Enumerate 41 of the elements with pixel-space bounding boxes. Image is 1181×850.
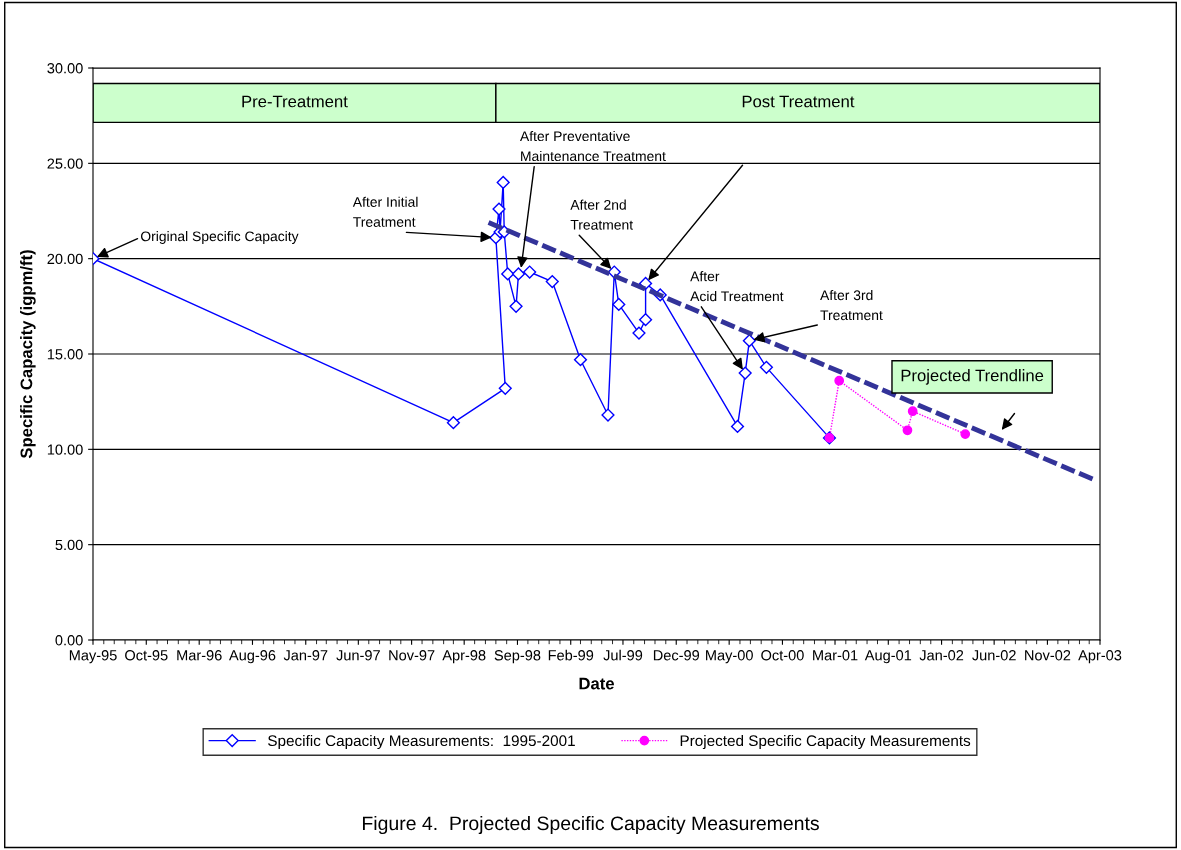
legend-label: Projected Specific Capacity Measurements [680,734,971,750]
x-tick-label: Jul-99 [603,649,643,661]
annotation: Original Specific Capacity [140,231,299,244]
y-tick-label: 15.00 [47,349,83,360]
band-label: Post Treatment [742,95,855,108]
x-tick-label: Oct-00 [761,650,804,661]
annotation: Projected Trendline [901,369,1044,385]
x-tick-label: Aug-01 [864,650,912,664]
annotation: After 2nd Treatment [570,199,633,230]
x-tick-label: Dec-99 [653,650,700,661]
x-tick-label: Jan-02 [919,650,964,661]
annotation: After Initial Treatment [352,196,418,227]
x-tick-label: Apr-98 [442,650,486,664]
y-tick-label: 30.00 [47,63,83,74]
x-tick-label: Mar-01 [813,650,858,661]
caption: Figure 4. Projected Specific Capacity Measurements [363,815,819,835]
y-tick-label: 25.00 [47,158,83,169]
x-axis-title: Date [579,677,614,690]
x-tick-label: Mar-96 [177,650,222,661]
x-tick-label: Nov-02 [1025,650,1071,661]
y-tick-label: 5.00 [55,539,83,551]
annotation: After 3rd Treatment [820,289,883,321]
x-tick-label: Jun-97 [336,650,380,661]
legend-label: Specific Capacity Measurements: 1995-2001 [268,734,575,750]
y-tick-label: 0.00 [55,635,83,646]
x-tick-label: May-95 [69,650,117,664]
x-tick-label: Apr-03 [1078,650,1122,664]
x-tick-label: Jun-02 [972,650,1016,661]
y-tick-label: 20.00 [47,253,83,265]
x-tick-label: Aug-96 [229,650,276,664]
annotation: After Acid Treatment [690,271,784,302]
x-tick-label: Oct-95 [125,650,168,661]
y-axis-title: Specific Capacity (igpm/ft) [20,250,36,459]
x-tick-label: Jan-97 [283,650,328,661]
y-tick-label: 10.00 [47,444,83,455]
x-tick-label: Feb-99 [548,649,594,661]
x-tick-label: Sep-98 [494,650,541,664]
x-tick-label: Nov-97 [389,650,435,661]
x-tick-label: May-00 [706,650,753,664]
annotation: After Preventative Maintenance Treatment [520,130,666,162]
band-label: Pre-Treatment [242,95,348,108]
